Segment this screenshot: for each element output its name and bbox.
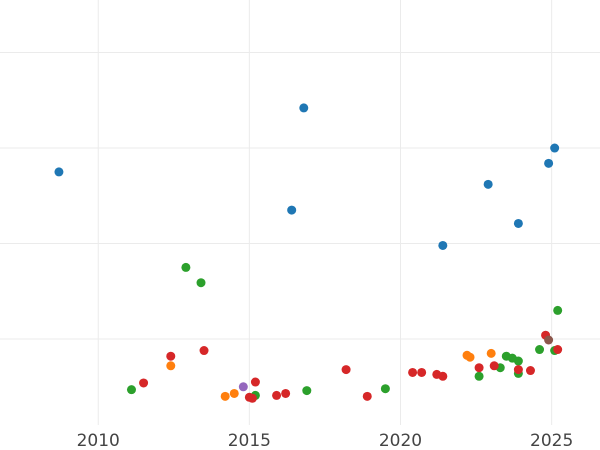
data-point — [553, 305, 563, 315]
x-tick-label: 2020 — [379, 431, 422, 450]
data-point — [281, 388, 291, 398]
data-point — [380, 384, 390, 394]
data-point — [250, 377, 260, 387]
data-point — [272, 390, 282, 400]
data-point — [302, 386, 312, 396]
data-point — [513, 365, 523, 375]
data-point — [553, 345, 563, 355]
data-point — [544, 158, 554, 168]
grid-lines — [0, 0, 600, 425]
data-point — [550, 143, 560, 153]
data-point — [166, 351, 176, 361]
data-point — [513, 218, 523, 228]
data-point — [126, 385, 136, 395]
data-point — [299, 103, 309, 113]
x-axis-tick-labels: 2010 2015 2020 2025 — [77, 431, 574, 450]
data-point — [341, 365, 351, 375]
data-point — [438, 240, 448, 250]
data-point — [465, 352, 475, 362]
data-point — [474, 371, 484, 381]
data-point — [417, 367, 427, 377]
data-point — [220, 391, 230, 401]
data-point — [139, 378, 149, 388]
data-point — [196, 278, 206, 288]
data-point — [238, 382, 248, 392]
data-point — [229, 388, 239, 398]
data-point — [362, 391, 372, 401]
x-tick-label: 2010 — [77, 431, 120, 450]
data-point — [408, 367, 418, 377]
data-point — [166, 361, 176, 371]
data-point — [483, 179, 493, 189]
data-point — [247, 393, 257, 403]
data-point — [513, 356, 523, 366]
data-point — [486, 348, 496, 358]
data-point — [489, 361, 499, 371]
data-points — [54, 103, 563, 403]
x-tick-label: 2015 — [228, 431, 271, 450]
data-point — [474, 363, 484, 373]
data-point — [199, 346, 209, 356]
x-tick-label: 2025 — [530, 431, 573, 450]
data-point — [54, 167, 64, 177]
data-point — [525, 366, 535, 376]
data-point — [287, 205, 297, 215]
data-point — [181, 262, 191, 272]
data-point — [438, 371, 448, 381]
data-point — [535, 345, 545, 355]
data-point — [544, 335, 554, 345]
